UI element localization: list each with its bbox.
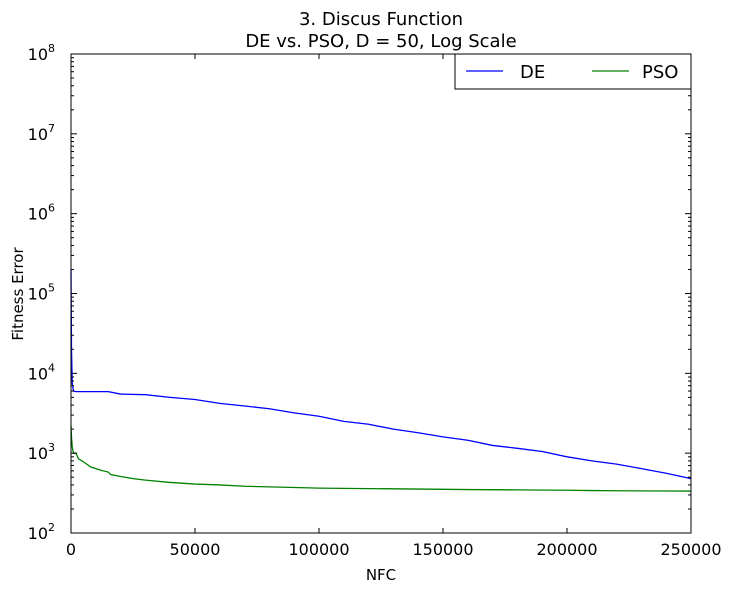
legend-label-pso: PSO: [642, 62, 678, 83]
x-tick-label: 100000: [288, 540, 349, 559]
x-axis-label: NFC: [366, 566, 396, 584]
y-tick-label: 104: [28, 361, 55, 383]
y-tick-label: 103: [28, 441, 55, 463]
series-layer: [70, 269, 692, 492]
ticks-layer: 0 50000 100000 150000 200000 250000 102 103 104 1…: [28, 42, 722, 559]
x-tick-label: 50000: [170, 540, 221, 559]
y-tick-label: 102: [28, 521, 55, 543]
x-tick-label: 250000: [660, 540, 721, 559]
y-axis-label: Fitness Error: [9, 247, 27, 341]
y-tick-label: 108: [28, 42, 55, 64]
x-tick-label: 200000: [536, 540, 597, 559]
x-tick-label: 150000: [412, 540, 473, 559]
chart-title: 3. Discus Function: [299, 9, 463, 30]
legend-label-de: DE: [520, 62, 545, 83]
y-tick-label: 107: [28, 122, 55, 144]
y-tick-label: 106: [28, 202, 55, 224]
legend: DE PSO: [454, 53, 692, 90]
series-line-pso: [70, 425, 692, 492]
x-tick-label: 0: [66, 540, 76, 559]
series-line-de: [70, 269, 692, 480]
chart-subtitle: DE vs. PSO, D = 50, Log Scale: [245, 31, 516, 52]
y-tick-label: 105: [28, 282, 55, 304]
